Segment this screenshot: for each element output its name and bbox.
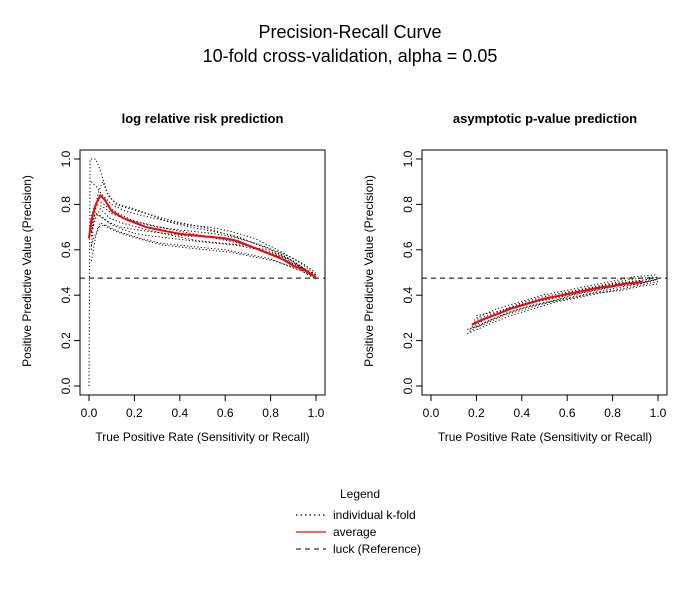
fold-curve-8 — [90, 208, 317, 276]
fold-curve-2 — [90, 180, 317, 280]
y-tick-label: 0.4 — [401, 287, 415, 304]
y-tick-label: 0.6 — [59, 241, 73, 258]
fold-curve-7 — [471, 278, 659, 328]
fold-curve-3 — [90, 221, 317, 276]
y-tick-label: 1.0 — [401, 150, 415, 167]
fold-curve-9 — [476, 276, 659, 317]
fold-curve-6 — [469, 283, 659, 332]
fold-curve-9 — [90, 199, 317, 280]
y-axis-label: Positive Predictive Value (Precision) — [20, 175, 34, 367]
x-tick-label: 1.0 — [308, 406, 325, 420]
legend-label-average: average — [333, 525, 377, 539]
x-tick-label: 0.0 — [423, 406, 440, 420]
y-tick-label: 1.0 — [59, 150, 73, 167]
x-axis-label: True Positive Rate (Sensitivity or Recal… — [438, 430, 652, 444]
y-axis-label: Positive Predictive Value (Precision) — [362, 175, 376, 367]
x-tick-label: 0.4 — [513, 406, 530, 420]
y-tick-label: 0.2 — [59, 332, 73, 349]
fold-curve-1 — [88, 158, 317, 387]
plot-frame — [79, 149, 326, 396]
panel-title: asymptotic p-value prediction — [453, 111, 637, 126]
plot-frame — [421, 149, 668, 396]
fold-curve-1 — [467, 281, 659, 335]
legend-label-luck: luck (Reference) — [333, 542, 421, 556]
fold-curve-10 — [90, 212, 317, 278]
y-tick-label: 0.2 — [401, 332, 415, 349]
figure-subtitle: 10-fold cross-validation, alpha = 0.05 — [203, 46, 498, 66]
x-axis-label: True Positive Rate (Sensitivity or Recal… — [95, 430, 309, 444]
plot-data-layer — [422, 274, 667, 335]
x-tick-label: 0.6 — [559, 406, 576, 420]
y-tick-label: 0.0 — [401, 377, 415, 394]
x-tick-label: 0.6 — [217, 406, 234, 420]
legend-label-individual: individual k-fold — [333, 508, 416, 522]
fold-curve-4 — [473, 276, 654, 321]
x-tick-label: 0.2 — [126, 406, 143, 420]
fold-curve-10 — [467, 278, 656, 330]
average-curve — [88, 193, 317, 278]
fold-curve-7 — [90, 181, 317, 276]
y-tick-label: 0.0 — [59, 377, 73, 394]
panel-title: log relative risk prediction — [122, 111, 284, 126]
y-tick-label: 0.6 — [401, 241, 415, 258]
average-curve — [471, 280, 643, 326]
plot-data-layer — [80, 158, 325, 387]
x-tick-label: 0.0 — [81, 406, 98, 420]
legend: Legend individual k-fold average luck (R… — [296, 487, 421, 556]
y-tick-label: 0.8 — [59, 196, 73, 213]
figure-title: Precision-Recall Curve — [258, 22, 441, 42]
y-tick-label: 0.8 — [401, 196, 415, 213]
x-tick-label: 0.2 — [468, 406, 485, 420]
y-tick-label: 0.4 — [59, 287, 73, 304]
x-tick-label: 0.8 — [262, 406, 279, 420]
panel-asymptotic-p-value: asymptotic p-value prediction True Posit… — [362, 111, 668, 444]
plot-area: 0.0 0.2 0.4 0.6 0.8 1.0 0.0 0.2 0.4 0.6 0.8 1.0 — [401, 149, 668, 420]
x-tick-label: 0.8 — [604, 406, 621, 420]
panel-log-relative-risk: log relative risk prediction True Positi… — [20, 111, 326, 444]
legend-title: Legend — [340, 487, 380, 501]
x-tick-label: 0.4 — [171, 406, 188, 420]
fold-curve-6 — [90, 224, 317, 278]
plot-area: 0.0 0.2 0.4 0.6 0.8 1.0 0.0 0.2 0.4 0.6 0.8 1.0 — [59, 149, 326, 420]
x-tick-label: 1.0 — [650, 406, 667, 420]
fold-curve-5 — [90, 212, 317, 278]
fold-curve-4 — [90, 203, 317, 273]
fold-curve-2 — [469, 278, 659, 330]
fold-curve-5 — [476, 274, 656, 319]
